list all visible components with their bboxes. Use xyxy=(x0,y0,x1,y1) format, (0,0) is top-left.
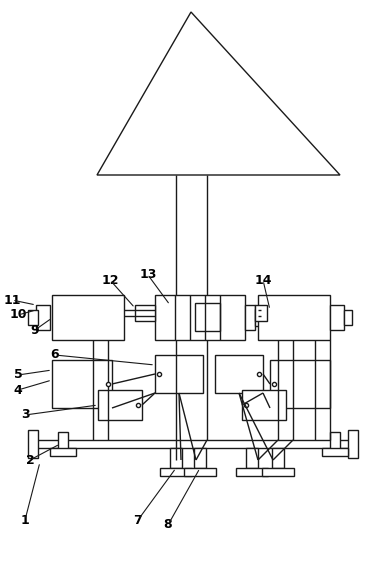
Bar xyxy=(52,360,112,408)
Bar xyxy=(98,390,142,420)
Bar xyxy=(160,468,192,476)
Bar xyxy=(330,432,340,450)
Bar xyxy=(330,305,344,330)
Bar xyxy=(242,390,286,420)
Bar xyxy=(272,448,284,468)
Bar xyxy=(155,355,203,393)
Text: 12: 12 xyxy=(101,273,119,286)
Text: 6: 6 xyxy=(51,349,59,362)
Bar xyxy=(170,448,182,468)
Bar xyxy=(28,310,38,325)
Text: 11: 11 xyxy=(3,294,21,307)
Bar xyxy=(28,430,38,458)
Text: 9: 9 xyxy=(31,324,39,337)
Polygon shape xyxy=(97,12,340,175)
Bar xyxy=(344,310,352,325)
Text: 8: 8 xyxy=(164,518,172,531)
Bar xyxy=(236,468,268,476)
Text: 7: 7 xyxy=(134,513,142,526)
Bar xyxy=(50,448,76,456)
Bar xyxy=(270,360,330,408)
Text: 14: 14 xyxy=(254,273,272,286)
Bar xyxy=(258,295,330,340)
Bar xyxy=(195,303,220,331)
Bar xyxy=(255,309,261,326)
Bar xyxy=(194,448,206,468)
Bar xyxy=(35,440,353,448)
Bar xyxy=(52,295,124,340)
Bar xyxy=(184,468,216,476)
Text: 4: 4 xyxy=(14,384,23,397)
Text: 5: 5 xyxy=(14,368,23,381)
Bar xyxy=(245,305,255,330)
Bar xyxy=(135,305,155,321)
Bar xyxy=(246,448,258,468)
Text: 1: 1 xyxy=(21,513,29,526)
Text: 2: 2 xyxy=(26,453,34,466)
Bar xyxy=(155,295,245,340)
Text: 10: 10 xyxy=(9,308,27,321)
Text: 13: 13 xyxy=(139,268,157,281)
Bar xyxy=(36,305,50,330)
Bar xyxy=(262,468,294,476)
Bar xyxy=(58,432,68,450)
Bar xyxy=(348,430,358,458)
Bar xyxy=(215,355,263,393)
Bar xyxy=(322,448,348,456)
Text: 3: 3 xyxy=(21,409,29,422)
Bar xyxy=(255,305,267,321)
